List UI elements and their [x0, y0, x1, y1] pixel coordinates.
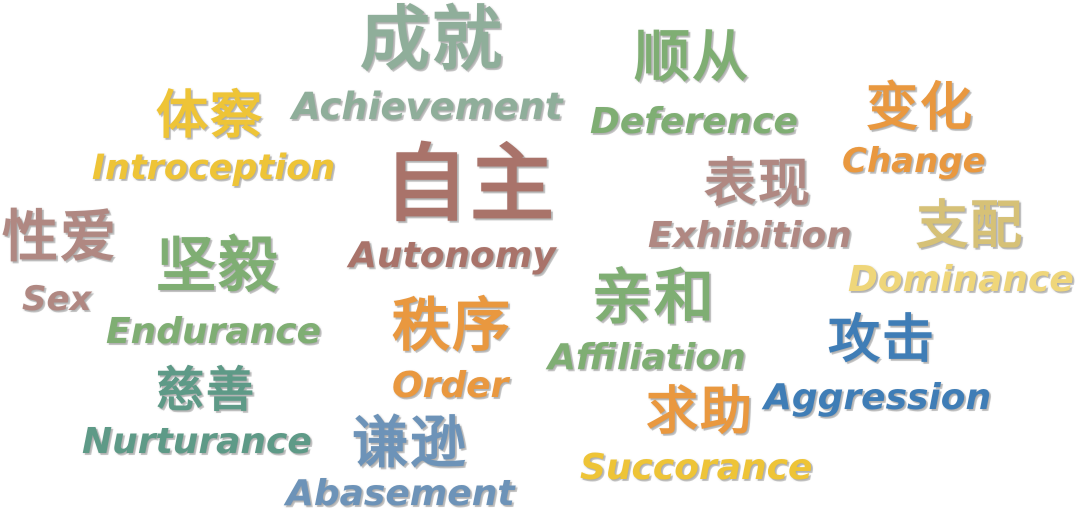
word-exhibition-cn: 表现 — [704, 154, 813, 214]
word-autonomy-cn: 自主 — [384, 135, 557, 233]
word-succorance-en: Succorance — [580, 447, 813, 488]
word-dominance-en: Dominance — [848, 259, 1074, 300]
word-order-cn: 秩序 — [392, 291, 513, 359]
word-autonomy-en: Autonomy — [349, 235, 556, 276]
word-exhibition-en: Exhibition — [648, 215, 852, 256]
word-abasement-en: Abasement — [286, 473, 515, 514]
word-aggression-en: Aggression — [764, 377, 992, 418]
word-nurturance-en: Nurturance — [82, 421, 312, 462]
word-dominance-cn: 支配 — [916, 196, 1025, 256]
word-change-en: Change — [842, 141, 986, 181]
word-endurance-en: Endurance — [106, 311, 322, 352]
word-succorance-cn: 求助 — [646, 382, 755, 442]
word-affiliation-en: Affiliation — [548, 337, 746, 378]
word-endurance-cn: 坚毅 — [156, 231, 280, 301]
word-deference-cn: 顺从 — [634, 25, 750, 90]
word-introception-en: Introception — [92, 148, 336, 188]
word-deference-en: Deference — [590, 101, 798, 142]
word-affiliation-cn: 亲和 — [592, 263, 716, 333]
word-achievement-en: Achievement — [292, 85, 563, 128]
word-change-cn: 变化 — [866, 78, 975, 138]
word-order-en: Order — [392, 365, 509, 406]
word-achievement-cn: 成就 — [360, 0, 504, 80]
word-nurturance-cn: 慈善 — [156, 362, 257, 418]
word-abasement-cn: 谦逊 — [352, 411, 468, 476]
word-aggression-cn: 攻击 — [828, 310, 937, 370]
word-sex-cn: 性爱 — [2, 205, 118, 270]
word-introception-cn: 体察 — [156, 86, 265, 146]
word-sex-en: Sex — [22, 279, 92, 319]
